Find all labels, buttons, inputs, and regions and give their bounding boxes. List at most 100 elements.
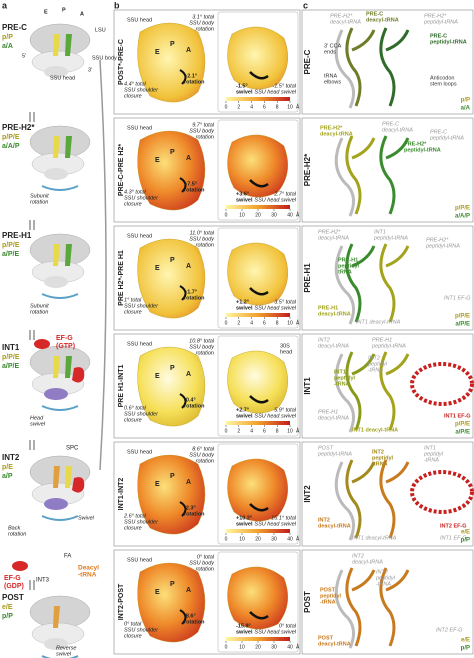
body-rotation: 3.1° total [192, 14, 215, 20]
shoulder-closure: closure [124, 201, 142, 207]
ef-g-gtp [34, 339, 50, 349]
structure-label: elbows [324, 79, 341, 85]
body-rotation: SSU body [189, 128, 215, 134]
structure-label: PRE-H2* [426, 237, 449, 243]
structure-label: peptidyl [334, 375, 356, 381]
ssu-head-label: SSU head [127, 17, 152, 23]
scale-tick-label: 10 [287, 320, 293, 326]
rotation-value: +2.1° [184, 73, 197, 79]
row-frame [113, 441, 301, 547]
row-frame [301, 117, 474, 223]
shoulder-closure: closure [124, 93, 142, 99]
ssu-head [44, 66, 68, 78]
state-label: INT2 [303, 485, 312, 503]
row-frame [301, 549, 474, 655]
structure-label: INT2 [368, 355, 380, 361]
structure-label: deacyl-tRNA [382, 127, 413, 133]
scale-tick-label: 40 [287, 536, 293, 542]
ef-g-label: EF-G [4, 575, 21, 582]
shoulder-closure: SSU shoulder [124, 519, 159, 525]
ssu-surface [137, 130, 206, 211]
rotation-value: -0.4° [184, 397, 196, 403]
trna-ribbon [379, 135, 410, 215]
trna-p [53, 466, 60, 488]
site-label: p/P [461, 98, 470, 104]
structure-label: deacyl-tRNA [330, 19, 361, 25]
body-rotation: 11.0° total [190, 230, 215, 236]
row-frame [113, 117, 301, 223]
site-label: p/P [2, 34, 13, 41]
trna-ribbon [334, 461, 355, 541]
trna-ribbon [379, 27, 410, 107]
ssu-head-label: SSU head [127, 233, 152, 239]
structure-label: -tRNA [368, 367, 383, 373]
swivel-arrow [249, 287, 269, 296]
trna-ribbon [345, 567, 376, 647]
structure-label: peptidyl [320, 593, 342, 599]
ef-g-label: EF-G [56, 335, 73, 342]
structure-label: PRE-C [382, 121, 399, 127]
rotation-value: +7.5° [184, 181, 197, 187]
head-swivel: SSU head swivel [254, 413, 296, 419]
site-label: e/E [461, 530, 470, 536]
swivel-arrow [249, 395, 269, 404]
equilibrium-arrow [29, 220, 35, 230]
swivel-value: +1.2° [236, 299, 249, 305]
structure-label: peptidyl [375, 575, 396, 581]
ssu-surface [137, 562, 206, 643]
trna-a [65, 136, 72, 158]
structure-label: peptidyl [338, 263, 360, 269]
structure-label: deacyl-tRNA [318, 235, 349, 241]
head-swivel: -1.5° total [272, 83, 296, 89]
diagram-label: A [80, 11, 84, 17]
structure-label: INT2 [318, 337, 330, 343]
structure-label: PRE-H2* [424, 13, 447, 19]
structure-label: deacyl-tRNA [318, 641, 351, 647]
swivel-value: swivel [236, 89, 253, 95]
head-swivel: SSU head swivel [254, 89, 296, 95]
state-name: PRE-H2* [2, 123, 35, 132]
pathway-arrow [99, 59, 107, 471]
body-rotation: rotation [196, 350, 214, 356]
site-label: E [155, 481, 160, 488]
ssu-head [44, 638, 68, 650]
ssu-head-label: SSU head [127, 449, 152, 455]
scale-unit: Å [296, 103, 300, 110]
transition-note: Head [30, 415, 44, 421]
site-label: p/E [2, 464, 13, 471]
ssu-surface [137, 346, 206, 427]
head-swivel: SSU head swivel [254, 305, 296, 311]
scale-tick-label: 4 [250, 104, 253, 110]
body-rotation: rotation [196, 458, 214, 464]
trna-ribbon [379, 459, 410, 539]
deacyl-label: -tRNA [78, 572, 97, 579]
state-name: POST [2, 593, 24, 602]
scale-tick-label: 10 [239, 536, 245, 542]
scale-tick-label: 10 [287, 104, 293, 110]
body-rotation: SSU body [189, 344, 215, 350]
scale-tick-label: 2 [237, 320, 240, 326]
head-label: 30S [280, 343, 290, 349]
diagram-label: 5' [22, 53, 26, 59]
structure-label: PRE-H1 [318, 409, 338, 415]
structure-label: PRE-C [430, 33, 447, 39]
head-surface [227, 134, 289, 198]
structure-label: INT1 [374, 229, 386, 235]
head-swivel: 0° total [279, 623, 297, 629]
swivel-value: swivel [236, 521, 253, 527]
structure-label: PRE-C [366, 11, 383, 17]
trna-ribbon [345, 27, 376, 107]
site-label: A [186, 47, 191, 54]
diagram-label: P [62, 7, 66, 13]
structure-label: INT2 [352, 553, 364, 559]
ssu-head [44, 498, 68, 510]
color-scale [226, 205, 290, 209]
ssu-head [44, 388, 68, 400]
scale-tick-label: 0 [225, 536, 228, 542]
row-frame [301, 333, 474, 439]
structure-label: peptidyl-tRNA [371, 343, 406, 349]
structure-label: PRE-H1 [372, 337, 392, 343]
trna-ribbon [334, 353, 355, 433]
swivel-frame [217, 119, 299, 221]
transition-note: rotation [30, 309, 48, 315]
